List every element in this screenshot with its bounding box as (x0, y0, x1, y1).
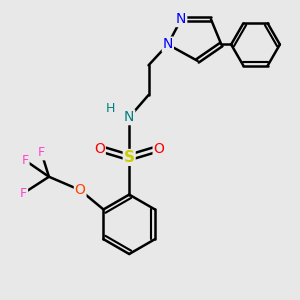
Text: N: N (163, 38, 173, 52)
Text: O: O (94, 142, 105, 155)
Text: F: F (20, 187, 27, 200)
Text: O: O (154, 142, 164, 155)
Text: F: F (22, 154, 29, 167)
Text: F: F (38, 146, 45, 160)
Text: N: N (176, 12, 186, 26)
Text: S: S (124, 150, 135, 165)
Text: N: N (124, 110, 134, 124)
Text: O: O (75, 183, 86, 197)
Text: H: H (106, 103, 116, 116)
